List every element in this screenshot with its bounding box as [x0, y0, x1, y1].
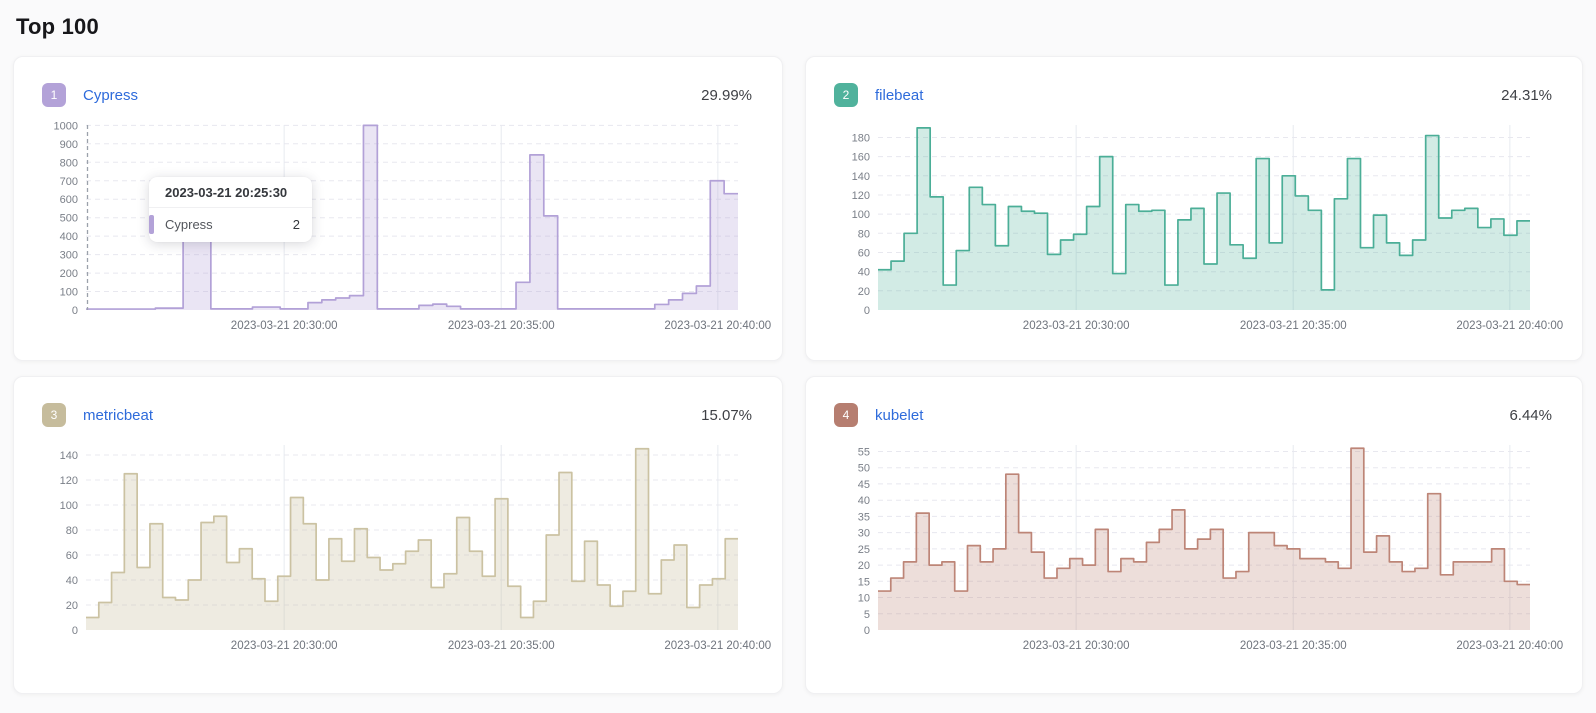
- svg-text:50: 50: [858, 463, 870, 475]
- svg-text:2023-03-21 20:40:00: 2023-03-21 20:40:00: [664, 320, 771, 332]
- svg-text:15: 15: [858, 576, 870, 588]
- svg-text:140: 140: [852, 171, 870, 183]
- svg-text:60: 60: [858, 248, 870, 260]
- svg-text:55: 55: [858, 447, 870, 459]
- series-link[interactable]: metricbeat: [83, 406, 154, 424]
- svg-text:5: 5: [864, 609, 870, 621]
- percent-value: 24.31%: [1501, 86, 1552, 104]
- chart-grid: 1 Cypress 29.99% 0 100 200 300 400 500 600 700 8…: [13, 56, 1583, 694]
- svg-text:120: 120: [60, 475, 78, 487]
- rank-badge: 4: [834, 403, 858, 427]
- svg-text:45: 45: [858, 479, 870, 491]
- svg-text:10: 10: [858, 593, 870, 605]
- svg-text:60: 60: [66, 550, 78, 562]
- svg-text:200: 200: [60, 268, 78, 280]
- svg-text:25: 25: [858, 544, 870, 556]
- svg-text:100: 100: [852, 209, 870, 221]
- svg-text:2023-03-21 20:40:00: 2023-03-21 20:40:00: [664, 640, 771, 652]
- svg-text:100: 100: [60, 500, 78, 512]
- svg-text:900: 900: [60, 139, 78, 151]
- svg-text:100: 100: [60, 287, 78, 299]
- tooltip-timestamp: 2023-03-21 20:25:30: [149, 177, 312, 208]
- chart-tooltip: 2023-03-21 20:25:30 Cypress 2: [149, 177, 312, 242]
- svg-text:20: 20: [858, 560, 870, 572]
- svg-text:2023-03-21 20:30:00: 2023-03-21 20:30:00: [1023, 320, 1130, 332]
- svg-text:400: 400: [60, 231, 78, 243]
- card-header: 2 filebeat 24.31%: [820, 83, 1568, 107]
- svg-text:2023-03-21 20:40:00: 2023-03-21 20:40:00: [1456, 320, 1563, 332]
- area-chart[interactable]: 0 20 40 60 80 100 120 140 160 180 2023-03-21 20:30…: [820, 121, 1563, 335]
- series-link[interactable]: kubelet: [875, 406, 924, 424]
- svg-text:180: 180: [852, 133, 870, 145]
- svg-text:0: 0: [72, 305, 78, 317]
- chart-card-kubelet: 4 kubelet 6.44% 0 5 10 15 20 25 30 35 40 45 50 55 20…: [805, 376, 1583, 694]
- series-color-marker: [149, 215, 154, 234]
- rank-badge: 1: [42, 83, 66, 107]
- svg-text:40: 40: [66, 575, 78, 587]
- svg-text:120: 120: [852, 190, 870, 202]
- dashboard-page: Top 100 1 Cypress 29.99% 0 100 200 300 400 50…: [13, 14, 1583, 694]
- svg-text:1000: 1000: [54, 120, 78, 132]
- svg-text:20: 20: [66, 600, 78, 612]
- svg-text:40: 40: [858, 495, 870, 507]
- svg-text:160: 160: [852, 152, 870, 164]
- rank-badge: 2: [834, 83, 858, 107]
- svg-text:2023-03-21 20:35:00: 2023-03-21 20:35:00: [448, 320, 555, 332]
- svg-text:2023-03-21 20:30:00: 2023-03-21 20:30:00: [1023, 640, 1130, 652]
- percent-value: 29.99%: [701, 86, 752, 104]
- svg-text:35: 35: [858, 511, 870, 523]
- area-chart[interactable]: 0 20 40 60 80 100 120 140 2023-03-21 20:30:00 202…: [28, 441, 771, 655]
- rank-badge: 3: [42, 403, 66, 427]
- svg-text:0: 0: [864, 305, 870, 317]
- svg-text:40: 40: [858, 267, 870, 279]
- area-chart[interactable]: 0 100 200 300 400 500 600 700 800 900 1000 2023-03-…: [28, 120, 772, 335]
- series-link[interactable]: filebeat: [875, 86, 924, 104]
- series-link[interactable]: Cypress: [83, 86, 139, 104]
- chart-card-cypress: 1 Cypress 29.99% 0 100 200 300 400 500 600 700 8…: [13, 56, 783, 361]
- tooltip-row: Cypress 2: [149, 208, 312, 242]
- svg-text:0: 0: [72, 625, 78, 637]
- chart-card-filebeat: 2 filebeat 24.31% 0 20 40 60 80 100 120 140 160 1…: [805, 56, 1583, 361]
- percent-value: 6.44%: [1509, 406, 1552, 424]
- svg-text:140: 140: [60, 450, 78, 462]
- svg-text:2023-03-21 20:35:00: 2023-03-21 20:35:00: [448, 640, 555, 652]
- chart-card-metricbeat: 3 metricbeat 15.07% 0 20 40 60 80 100 120 140 20…: [13, 376, 783, 694]
- svg-text:600: 600: [60, 194, 78, 206]
- svg-text:2023-03-21 20:30:00: 2023-03-21 20:30:00: [231, 320, 338, 332]
- tooltip-series-value: 2: [292, 217, 300, 232]
- svg-text:300: 300: [60, 250, 78, 262]
- svg-text:500: 500: [60, 213, 78, 225]
- svg-text:30: 30: [858, 528, 870, 540]
- card-header: 4 kubelet 6.44%: [820, 403, 1568, 427]
- percent-value: 15.07%: [701, 406, 752, 424]
- svg-text:700: 700: [60, 176, 78, 188]
- svg-text:800: 800: [60, 157, 78, 169]
- svg-text:2023-03-21 20:35:00: 2023-03-21 20:35:00: [1240, 640, 1347, 652]
- svg-text:2023-03-21 20:40:00: 2023-03-21 20:40:00: [1456, 640, 1563, 652]
- tooltip-series-name: Cypress: [165, 217, 213, 232]
- svg-text:2023-03-21 20:30:00: 2023-03-21 20:30:00: [231, 640, 338, 652]
- svg-text:2023-03-21 20:35:00: 2023-03-21 20:35:00: [1240, 320, 1347, 332]
- svg-text:20: 20: [858, 286, 870, 298]
- svg-text:0: 0: [864, 625, 870, 637]
- svg-text:80: 80: [858, 228, 870, 240]
- svg-text:80: 80: [66, 525, 78, 537]
- page-title: Top 100: [16, 14, 99, 39]
- card-header: 3 metricbeat 15.07%: [28, 403, 768, 427]
- area-chart[interactable]: 0 5 10 15 20 25 30 35 40 45 50 55 2023-03-21 20:30:0…: [820, 441, 1563, 655]
- card-header: 1 Cypress 29.99%: [28, 83, 768, 107]
